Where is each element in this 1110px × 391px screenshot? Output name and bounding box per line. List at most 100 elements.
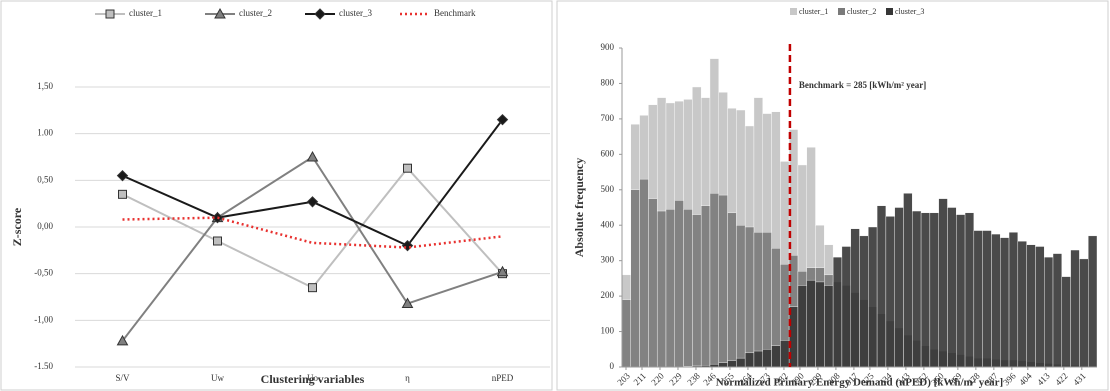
legend-swatch [838, 8, 845, 15]
bar [868, 226, 878, 368]
bar [727, 360, 737, 368]
y-tick-label: 700 [601, 113, 615, 123]
y-tick-label: 0,50 [37, 174, 53, 184]
bar [771, 345, 781, 368]
bar [639, 178, 649, 368]
x-tick-label: S/V [115, 373, 130, 383]
bar [806, 279, 816, 368]
bar [973, 230, 983, 368]
bar [841, 246, 851, 368]
bar [859, 235, 869, 368]
x-tick-label: 229 [667, 370, 684, 387]
bar [938, 198, 948, 368]
y-tick-label: 200 [601, 290, 615, 300]
right-panel [556, 0, 1109, 391]
legend-label: Benchmark [434, 8, 476, 18]
legend-label: cluster_1 [799, 7, 828, 16]
legend-swatch [886, 8, 893, 15]
bar [648, 198, 658, 368]
bar [885, 216, 895, 368]
legend-label: cluster_3 [895, 7, 924, 16]
bar [700, 205, 711, 368]
bar [947, 207, 957, 368]
marker [308, 283, 317, 293]
bar [1035, 246, 1045, 368]
bar [621, 299, 631, 368]
bar [736, 357, 746, 368]
marker [314, 8, 326, 20]
bar [903, 193, 913, 368]
y-axis-label: Z-score [10, 207, 24, 246]
y-tick-label: 0 [610, 361, 615, 371]
x-tick-label: 211 [631, 371, 647, 387]
x-tick-label: 422 [1053, 371, 1070, 388]
marker [496, 265, 509, 277]
left-panel [0, 0, 553, 391]
bar [832, 256, 843, 368]
bar [1044, 256, 1054, 368]
legend-label: cluster_3 [339, 8, 372, 18]
y-tick-label: -1,00 [34, 314, 53, 324]
y-tick-label: 1.00 [37, 128, 53, 138]
bar [744, 352, 755, 368]
y-tick-label: -0,50 [34, 268, 53, 278]
bar [1026, 244, 1036, 368]
bar [894, 207, 904, 368]
bar [718, 194, 728, 368]
x-tick-label: 404 [1017, 370, 1034, 387]
bar [1000, 237, 1010, 368]
bar [736, 225, 746, 368]
y-tick-label: -1.50 [34, 361, 53, 371]
bar [1070, 249, 1080, 368]
x-tick-label: 431 [1071, 371, 1088, 388]
marker [116, 334, 129, 346]
legend-label: cluster_1 [129, 8, 162, 18]
y-tick-label: 600 [601, 148, 615, 158]
bar [1079, 258, 1089, 368]
bar [964, 212, 975, 368]
bar [727, 212, 737, 368]
series-line [121, 155, 503, 342]
marker [105, 9, 115, 19]
bar [850, 228, 860, 368]
bar [744, 226, 755, 368]
x-axis-label: Clustering variables [261, 372, 365, 386]
marker [118, 189, 127, 199]
bar [780, 340, 790, 368]
bar [824, 285, 834, 368]
bar [762, 232, 772, 368]
bar [929, 212, 939, 368]
x-tick-label: 396 [1001, 370, 1018, 387]
bar [982, 230, 992, 368]
y-axis-label: Absolute frequency [572, 158, 586, 257]
y-tick-label: 800 [601, 78, 615, 88]
bar [920, 212, 931, 368]
x-tick-label: 413 [1035, 370, 1052, 387]
x-tick-label: 203 [615, 370, 632, 387]
marker [306, 150, 319, 162]
x-axis-label: Normalized Primary Energy Demand (nPED) … [716, 377, 1003, 389]
bar [709, 193, 719, 368]
y-tick-label: 100 [601, 326, 615, 336]
marker [401, 297, 414, 309]
series-line [122, 216, 503, 249]
y-tick-label: 1,50 [37, 81, 53, 91]
marker [496, 113, 509, 126]
bar [753, 350, 763, 368]
bar [1061, 276, 1071, 368]
x-tick-label: 238 [685, 370, 702, 387]
marker [403, 163, 412, 173]
x-tick-label: Uw [211, 373, 224, 383]
bar [815, 281, 825, 368]
bar [1017, 240, 1027, 368]
bar [1052, 253, 1063, 368]
bar [797, 285, 807, 368]
annotation: Benchmark = 285 [kWh/m² year] [799, 80, 926, 90]
bar [762, 349, 772, 368]
y-tick-label: 300 [601, 255, 615, 265]
marker [116, 169, 129, 182]
legend-swatch [790, 8, 797, 15]
bar [656, 210, 667, 368]
bar [956, 214, 966, 368]
